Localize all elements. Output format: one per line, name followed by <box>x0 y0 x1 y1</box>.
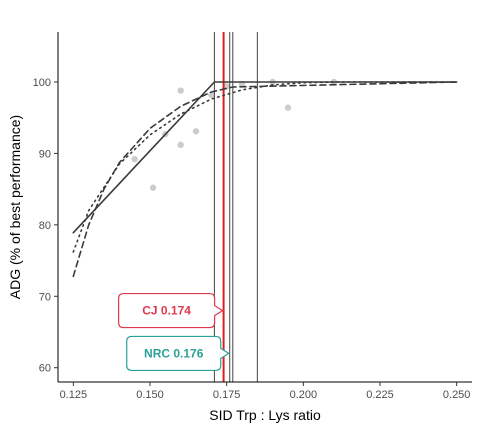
plot-area <box>72 32 458 382</box>
y-tick-label: 80 <box>39 220 51 232</box>
annotations: CJ 0.174 NRC 0.176 <box>118 292 230 372</box>
data-point <box>131 155 138 163</box>
callout-label: CJ 0.174 <box>118 292 224 329</box>
callout-label: NRC 0.176 <box>126 335 230 372</box>
y-tick-label: 60 <box>39 363 51 375</box>
callout-box <box>126 335 230 372</box>
x-tick-label: 0.125 <box>60 389 88 401</box>
data-point <box>208 91 215 99</box>
x-axis-title: SID Trp : Lys ratio <box>209 407 321 423</box>
y-tick-label: 70 <box>39 291 51 303</box>
y-tick-label: 90 <box>39 148 51 160</box>
data-point <box>192 128 200 135</box>
x-tick-label: 0.225 <box>366 389 394 401</box>
x-tick-label: 0.150 <box>136 389 164 401</box>
x-tick-label: 0.175 <box>213 389 241 401</box>
axis-ticks: 0.125 0.150 0.175 0.200 0.225 0.250 60 70 80 90 10… <box>33 77 471 401</box>
y-tick-label: 100 <box>33 77 51 89</box>
dotted-fit-line <box>72 81 458 253</box>
data-point <box>149 184 157 191</box>
x-tick-label: 0.200 <box>290 389 318 401</box>
data-point <box>284 104 292 111</box>
x-tick-label: 0.250 <box>443 389 471 401</box>
callout-text: CJ 0.174 <box>142 304 191 318</box>
y-axis-title: ADG (% of best performance) <box>7 115 23 299</box>
callout-text: NRC 0.176 <box>144 346 204 360</box>
dashed-fit-line <box>72 81 458 278</box>
data-point <box>177 87 184 94</box>
callout-box <box>118 292 224 329</box>
data-point <box>177 141 184 149</box>
solid-fit-line <box>72 81 458 234</box>
data-point <box>223 83 230 90</box>
